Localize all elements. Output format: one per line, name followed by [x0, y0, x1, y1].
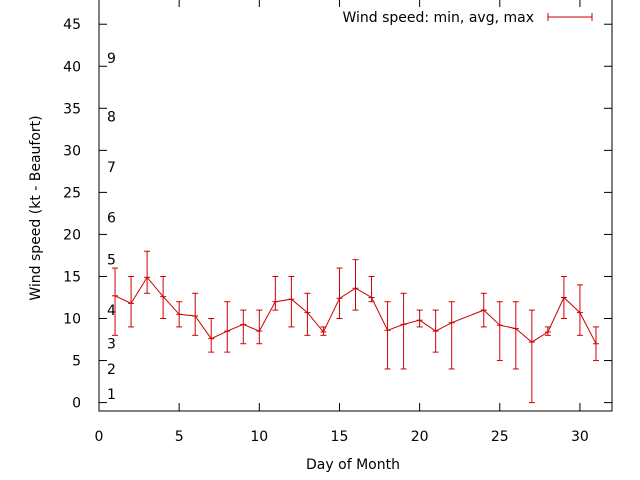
beaufort-label: 3 — [107, 337, 116, 353]
beaufort-label: 6 — [107, 211, 116, 227]
y-tick-label: 5 — [72, 354, 81, 370]
y-tick-label: 30 — [63, 143, 81, 159]
y-axis-label: Wind speed (kt - Beaufort) — [28, 115, 44, 300]
beaufort-scale-labels: 1 2 3 4 5 6 7 8 9 — [107, 51, 116, 403]
legend-label: Wind speed: min, avg, max — [342, 10, 534, 26]
x-tick-label: 5 — [175, 429, 184, 445]
x-tick-label: 15 — [331, 429, 349, 445]
y-tick-label: 15 — [63, 269, 81, 285]
x-tick-label: 10 — [250, 429, 268, 445]
beaufort-label: 7 — [107, 160, 116, 176]
beaufort-label: 1 — [107, 387, 116, 403]
legend: Wind speed: min, avg, max — [342, 10, 593, 26]
y-tick-label: 0 — [72, 396, 81, 412]
x-axis-ticks: 0 5 10 15 20 25 30 — [95, 0, 589, 445]
y-tick-label: 45 — [63, 17, 81, 33]
beaufort-label: 4 — [107, 303, 116, 319]
y-tick-label: 40 — [63, 59, 81, 75]
beaufort-label: 8 — [107, 110, 116, 126]
y-tick-label: 35 — [63, 101, 81, 117]
wind-speed-series — [112, 250, 599, 404]
beaufort-label: 5 — [107, 253, 116, 269]
y-tick-label: 20 — [63, 227, 81, 243]
y-tick-label: 10 — [63, 312, 81, 328]
beaufort-label: 2 — [107, 362, 116, 378]
beaufort-label: 9 — [107, 51, 116, 67]
x-tick-label: 20 — [411, 429, 429, 445]
x-tick-label: 30 — [571, 429, 589, 445]
y-tick-label: 25 — [63, 185, 81, 201]
plot-frame — [98, 0, 613, 412]
x-tick-label: 0 — [95, 429, 104, 445]
x-axis-label: Day of Month — [306, 457, 400, 473]
x-tick-label: 25 — [491, 429, 509, 445]
